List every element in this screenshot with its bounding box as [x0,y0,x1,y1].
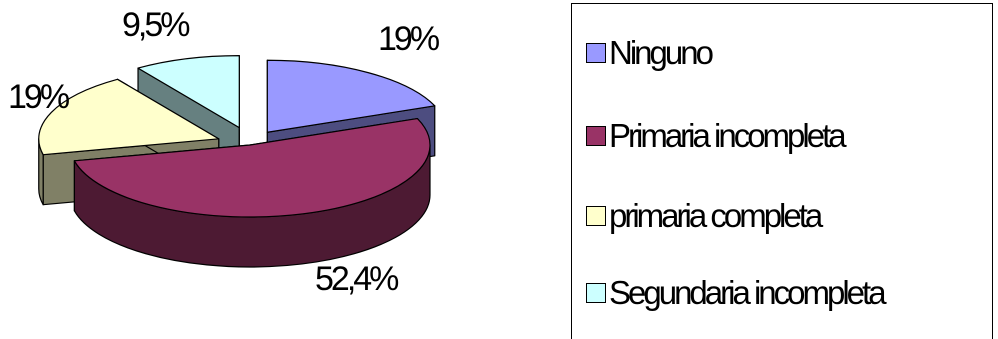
legend-label-primaria-incompleta: Primaria incompleta [609,117,847,154]
legend-swatch-primaria-completa [586,205,606,226]
legend-label-primaria-completa: primaria completa [609,197,823,234]
legend-swatch-primaria-incompleta [586,125,606,146]
pie-slice-primaria-completa [38,78,220,156]
pie-slice-segundaria-incompleta [137,55,240,129]
chart-legend: Ninguno Primaria incompleta primaria com… [571,3,993,339]
pie-slice-ninguno [266,59,436,133]
legend-item-primaria-completa: primaria completa [586,197,823,234]
data-label-primaria-completa: 19% [8,78,70,116]
legend-item-ninguno: Ninguno [586,34,714,71]
legend-item-segundaria-incompleta: Segundaria incompleta [586,274,887,311]
legend-label-ninguno: Ninguno [609,34,714,71]
pie-chart: 19% 52,4% 19% 9,5% [8,6,440,298]
pie-svg [38,55,436,268]
data-label-segundaria-incompleta: 9,5% [122,6,190,44]
legend-label-segundaria-incompleta: Segundaria incompleta [609,274,887,311]
legend-item-primaria-incompleta: Primaria incompleta [586,117,847,154]
data-label-primaria-incompleta: 52,4% [315,260,399,298]
legend-swatch-segundaria-incompleta [586,282,606,303]
legend-swatch-ninguno [586,42,606,63]
pie-slice-primaria-incompleta [73,117,431,218]
data-label-ninguno: 19% [378,20,440,58]
